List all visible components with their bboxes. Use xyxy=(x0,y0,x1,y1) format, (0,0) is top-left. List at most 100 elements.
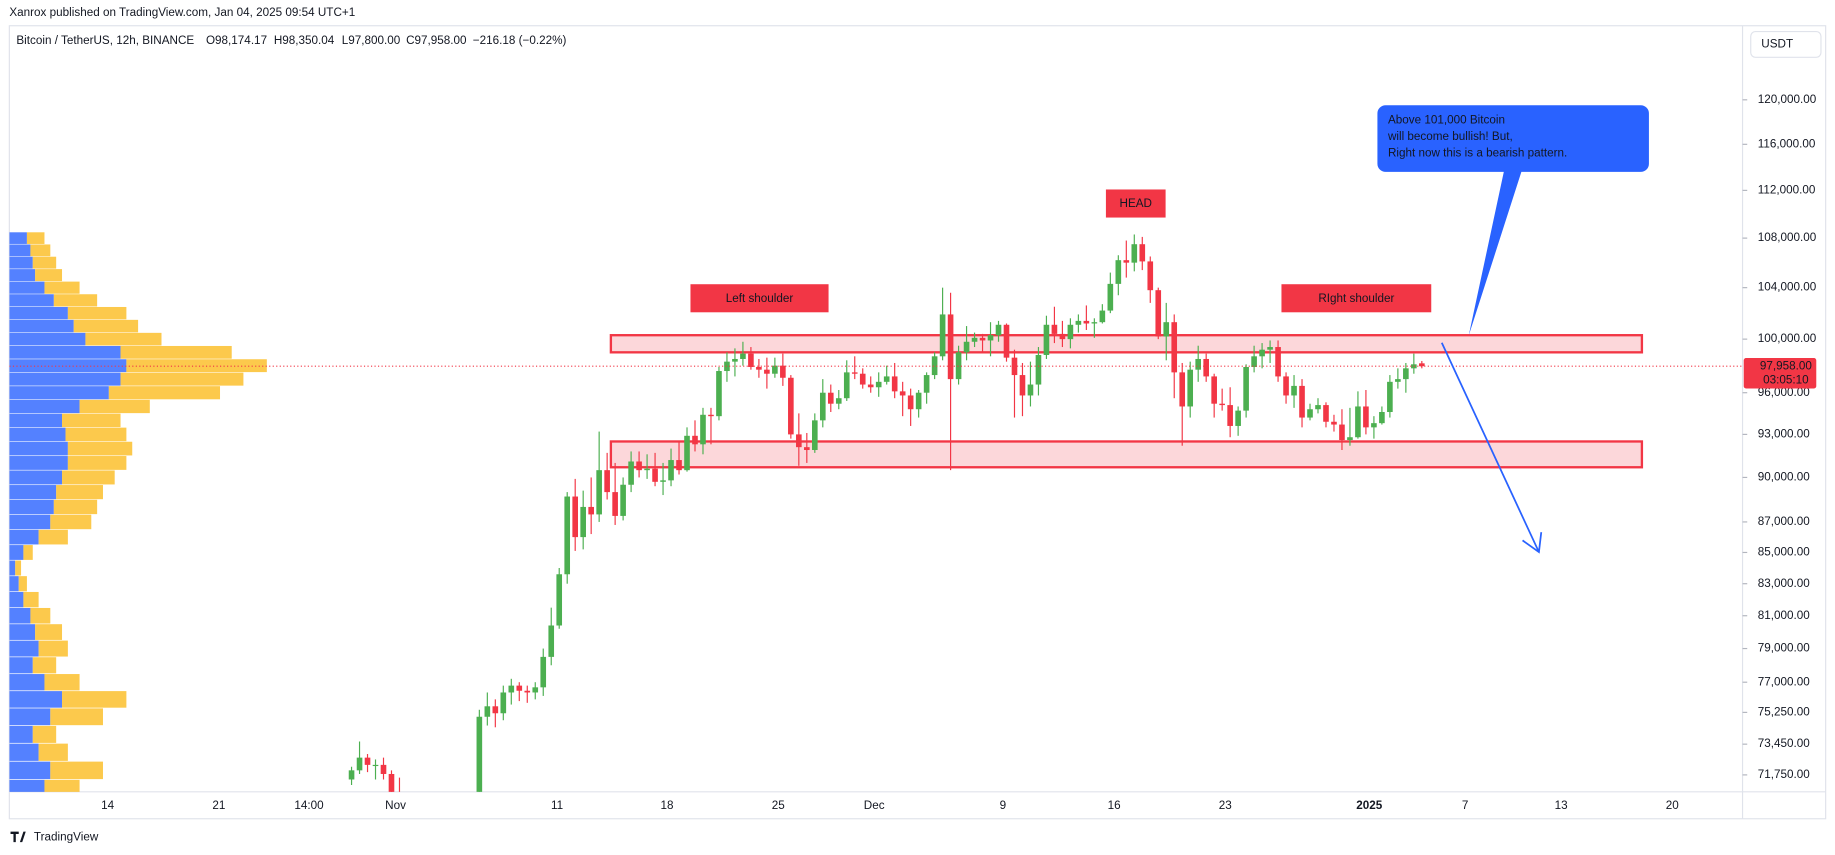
ohlc-value: H98,350.04 xyxy=(274,34,335,47)
candle-body xyxy=(764,369,770,374)
x-tick-label: 23 xyxy=(1219,799,1232,812)
candle-body xyxy=(756,366,762,370)
profile-down xyxy=(44,281,80,294)
candle-body xyxy=(1163,322,1170,337)
candle-body xyxy=(380,764,387,774)
candle-body xyxy=(1291,385,1297,396)
footer-logo: TradingView xyxy=(10,831,99,844)
x-tick-label: 9 xyxy=(1000,799,1007,812)
profile-up xyxy=(9,345,121,359)
symbol: Bitcoin / TetherUS, 12h, BINANCE xyxy=(16,34,194,47)
profile-up xyxy=(9,456,68,470)
profile-up xyxy=(9,624,36,640)
x-tick-label: 20 xyxy=(1666,799,1680,812)
profile-up xyxy=(9,359,127,373)
x-tick-label: 14:00 xyxy=(294,799,324,812)
candle-body xyxy=(819,392,826,421)
candle-body xyxy=(1267,347,1273,350)
y-tick-label: 96,000.00 xyxy=(1758,386,1811,399)
candle-body xyxy=(827,392,834,404)
profile-up xyxy=(9,244,31,257)
y-tick-label: 83,000.00 xyxy=(1758,577,1811,590)
currency-button[interactable] xyxy=(1750,30,1822,58)
candle-body xyxy=(1355,406,1361,438)
profile-down xyxy=(108,386,221,400)
profile-up xyxy=(9,441,68,456)
candle-body xyxy=(1115,260,1122,284)
candle-body xyxy=(1283,376,1289,396)
candle-body xyxy=(588,506,594,515)
profile-up xyxy=(9,269,36,282)
candle-body xyxy=(437,832,443,842)
candle-body xyxy=(364,757,371,765)
profile-up xyxy=(9,576,19,592)
y-tick-label: 87,000.00 xyxy=(1758,515,1811,528)
profile-down xyxy=(50,708,103,726)
profile-down xyxy=(67,306,127,320)
profile-up xyxy=(9,281,45,294)
profile-up xyxy=(9,640,39,657)
candle-body xyxy=(1419,363,1425,367)
candle-body xyxy=(1107,283,1114,311)
candle-body xyxy=(716,371,722,417)
candle-body xyxy=(1059,333,1066,340)
profile-down xyxy=(85,332,162,346)
profile-up xyxy=(9,256,33,269)
candle-body xyxy=(1307,409,1313,418)
profile-down xyxy=(32,256,57,269)
x-tick-label: 13 xyxy=(1555,799,1568,812)
ohlc-value: −216.18 (−0.22%) xyxy=(473,34,567,47)
candle-body xyxy=(628,461,634,485)
currency: USDT xyxy=(1761,38,1793,51)
profile-up xyxy=(9,470,63,485)
candle-body xyxy=(915,392,922,410)
zone xyxy=(609,334,1644,354)
candle-body xyxy=(1251,356,1257,367)
profile-down xyxy=(50,761,103,780)
ohlc-value: O98,174.17 xyxy=(206,34,267,47)
y-tick-label: 75,250.00 xyxy=(1758,705,1811,718)
x-tick-label: 11 xyxy=(551,799,563,812)
y-tick-label: 112,000.00 xyxy=(1758,183,1816,196)
pattern-label: HEAD xyxy=(1120,197,1152,210)
candle-body xyxy=(1211,376,1217,404)
x-tick-label: Nov xyxy=(385,799,406,812)
candle-body xyxy=(388,773,395,792)
candle-body xyxy=(1139,244,1146,262)
candle-body xyxy=(1203,358,1209,377)
candle-body xyxy=(748,353,754,367)
candle-body xyxy=(644,468,650,471)
candle-body xyxy=(987,335,994,341)
candle-body xyxy=(931,356,938,376)
callout-text: Right now this is a bearish pattern. xyxy=(1388,146,1567,159)
candle-body xyxy=(1179,372,1186,407)
candle-body xyxy=(1339,424,1345,441)
profile-up xyxy=(9,761,51,780)
candle-body xyxy=(1027,384,1034,396)
profile-up xyxy=(9,691,63,708)
profile-down xyxy=(120,372,244,386)
candle-body xyxy=(429,821,435,842)
candle-body xyxy=(652,468,658,482)
profile-down xyxy=(67,441,133,456)
profile-down xyxy=(44,779,80,792)
candle-body xyxy=(516,685,523,691)
candle-body xyxy=(356,757,363,771)
candle-body xyxy=(1171,322,1178,373)
last-price-label: 97,958.00 xyxy=(1760,359,1813,372)
profile-up xyxy=(9,386,109,400)
candle-body xyxy=(1003,324,1010,358)
candle-body xyxy=(796,434,802,448)
candle-body xyxy=(1259,349,1265,357)
candle-body xyxy=(1051,324,1058,334)
candle-body xyxy=(564,496,571,575)
y-tick-label: 104,000.00 xyxy=(1758,281,1817,294)
candle-body xyxy=(708,414,714,417)
candle-body xyxy=(947,314,954,380)
candle-body xyxy=(1387,381,1393,413)
candle-body xyxy=(788,377,794,435)
profile-up xyxy=(9,743,39,761)
candle-body xyxy=(1147,261,1154,291)
profile-down xyxy=(62,691,127,708)
